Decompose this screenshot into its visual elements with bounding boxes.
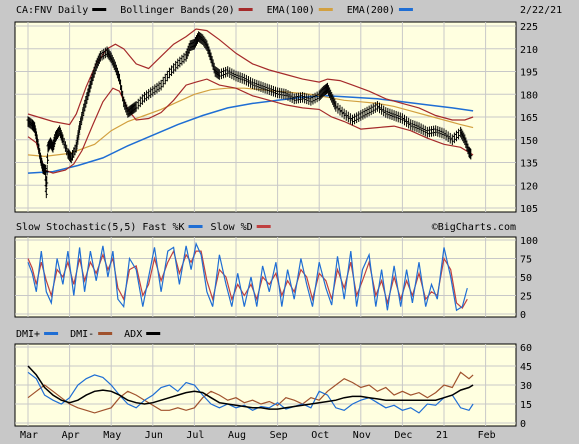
series	[26, 28, 474, 414]
month-label: 21	[436, 430, 448, 441]
dmi-ytick-label: 15	[520, 400, 532, 411]
bollinger-lower-line	[27, 78, 474, 174]
month-label: Apr	[62, 430, 80, 441]
axis-labels: 105 120 135 150 165 180 195 210 225 0 25 50 75 100 0 15…	[20, 22, 538, 441]
grid	[15, 22, 516, 426]
month-label: Aug	[228, 430, 246, 441]
price-ytick-label: 135	[520, 159, 538, 170]
fast-k-line	[27, 241, 468, 312]
dmi-ytick-label: 45	[520, 362, 532, 373]
ema200-line	[27, 95, 474, 174]
stoch-ytick-label: 0	[520, 310, 526, 321]
price-ytick-label: 195	[520, 68, 538, 79]
slow-d-line	[27, 249, 468, 310]
price-ytick-label: 165	[520, 113, 538, 124]
dmi-ytick-label: 30	[520, 381, 532, 392]
date-label: 2/22/21	[520, 5, 562, 16]
legend-label: DMI-	[70, 329, 94, 340]
legend-label: EMA(100)	[267, 5, 315, 16]
dmi-minus-line	[27, 371, 474, 414]
dmi-ytick-label: 60	[520, 343, 532, 354]
dmi-plus-line	[27, 371, 474, 414]
price-ytick-label: 120	[520, 181, 538, 192]
month-label: Jun	[145, 430, 163, 441]
month-label: Mar	[20, 430, 38, 441]
legend-label: Fast %K	[142, 222, 184, 233]
price-legend: 2/22/21	[520, 5, 562, 16]
stoch-ytick-label: 75	[520, 255, 532, 266]
price-ytick-label: 180	[520, 90, 538, 101]
month-label: Nov	[353, 430, 371, 441]
price-ytick-label: 105	[520, 204, 538, 215]
legend-label: EMA(200)	[347, 5, 395, 16]
dmi-ytick-label: 0	[520, 419, 526, 430]
price-ytick-label: 210	[520, 45, 538, 56]
legend-label: CA:FNV Daily	[16, 5, 88, 16]
month-label: Sep	[270, 430, 288, 441]
legend-label: DMI+	[16, 329, 40, 340]
legends: CA:FNV Daily Bollinger Bands(20) EMA(100) E…	[16, 5, 413, 340]
adx-line	[27, 365, 474, 410]
month-label: Oct	[311, 430, 329, 441]
month-label: Jul	[186, 430, 204, 441]
month-label: Feb	[478, 430, 496, 441]
legend-label: Slow %D	[211, 222, 253, 233]
stoch-ytick-label: 50	[520, 273, 532, 284]
legend-label: Bollinger Bands(20)	[120, 5, 234, 16]
stoch-ytick-label: 100	[520, 236, 538, 247]
stoch-ytick-label: 25	[520, 292, 532, 303]
legend-label: ADX	[124, 329, 142, 340]
price-ytick-label: 150	[520, 136, 538, 147]
month-label: Dec	[394, 430, 412, 441]
month-label: May	[103, 430, 121, 441]
price-ytick-label: 225	[520, 22, 538, 33]
watermark: ©BigCharts.com	[432, 222, 516, 233]
stoch-title: Slow Stochastic(5,5)	[16, 222, 136, 233]
